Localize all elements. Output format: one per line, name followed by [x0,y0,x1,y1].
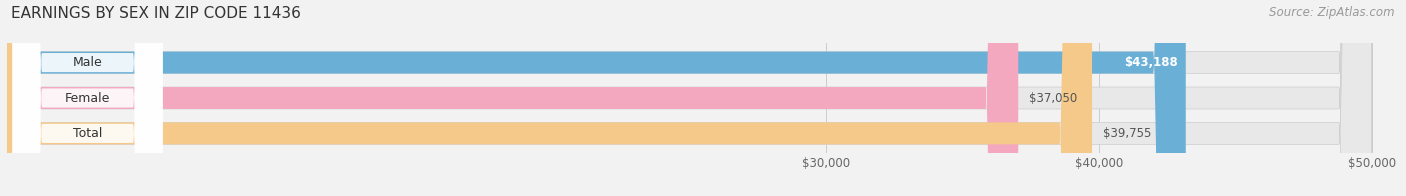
FancyBboxPatch shape [7,0,1372,196]
FancyBboxPatch shape [13,0,163,196]
Text: $37,050: $37,050 [1029,92,1077,104]
Text: EARNINGS BY SEX IN ZIP CODE 11436: EARNINGS BY SEX IN ZIP CODE 11436 [11,6,301,21]
FancyBboxPatch shape [13,0,163,196]
FancyBboxPatch shape [13,0,163,196]
Text: Male: Male [73,56,103,69]
FancyBboxPatch shape [7,0,1372,196]
FancyBboxPatch shape [7,0,1372,196]
FancyBboxPatch shape [7,0,1185,196]
Text: $39,755: $39,755 [1102,127,1152,140]
FancyBboxPatch shape [7,0,1092,196]
Text: Female: Female [65,92,110,104]
Text: $43,188: $43,188 [1123,56,1178,69]
FancyBboxPatch shape [7,0,1018,196]
Text: Total: Total [73,127,103,140]
Text: Source: ZipAtlas.com: Source: ZipAtlas.com [1270,6,1395,19]
